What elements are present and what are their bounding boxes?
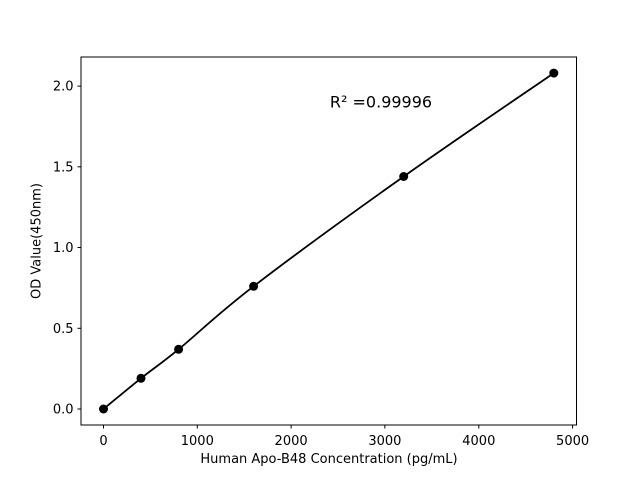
data-point-marker (136, 373, 146, 383)
data-point-marker (399, 172, 409, 181)
x-tick-label: 1000 (181, 434, 214, 449)
r-squared-annotation: R² =0.99996 (329, 92, 433, 112)
data-point-marker (549, 68, 559, 78)
x-tick-label: 3000 (368, 434, 401, 449)
data-point-marker (174, 344, 184, 354)
y-tick-label: 1.5 (53, 160, 74, 175)
y-axis-label: OD Value(450nm) (29, 183, 45, 299)
x-tick-label: 5000 (556, 434, 589, 449)
y-tick-label: 0.0 (53, 403, 74, 418)
data-point-marker (99, 404, 108, 414)
x-tick-label: 2000 (275, 434, 308, 449)
y-tick-label: 2.0 (53, 80, 74, 95)
y-tick-label: 1.0 (53, 241, 74, 256)
x-tick-label: 0 (99, 434, 107, 449)
y-tick-label: 0.5 (53, 322, 74, 337)
x-tick-label: 4000 (462, 434, 495, 449)
axes-spines (80, 56, 577, 426)
standard-curve-line (102, 72, 555, 410)
x-axis-label: Human Apo-B48 Concentration (pg/mL) (200, 452, 458, 467)
data-point-marker (249, 281, 259, 291)
